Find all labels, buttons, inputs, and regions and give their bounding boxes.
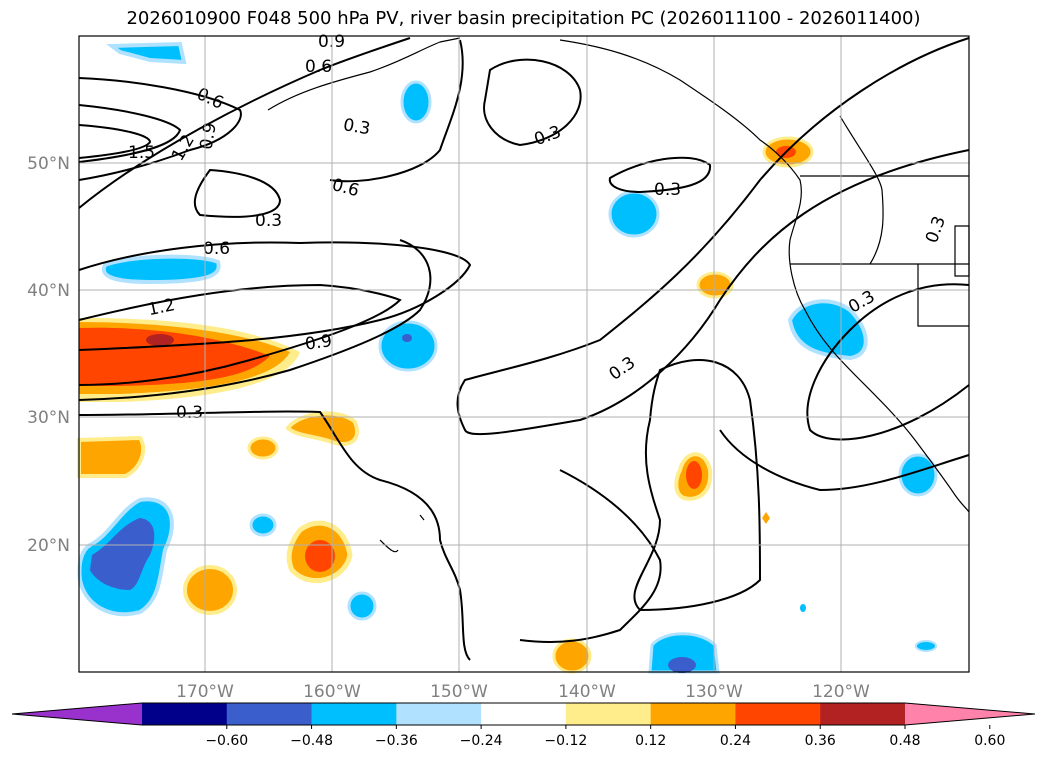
- precip-blob: [648, 632, 720, 674]
- colorbar-extend-min: [12, 703, 142, 725]
- precip-blob: [247, 436, 279, 460]
- colorbar-tick-label: −0.36: [375, 733, 418, 749]
- colorbar-swatch: [735, 703, 821, 725]
- precip-shading: [77, 41, 938, 674]
- colorbar-tick-label: 0.60: [974, 733, 1005, 749]
- contour-label: 0.3: [255, 211, 282, 231]
- contour-label: 0.6: [203, 239, 230, 259]
- colorbar-swatch: [142, 703, 228, 725]
- contour-label: 0.3: [922, 214, 950, 246]
- precip-blob: [696, 271, 734, 299]
- map-frame: [78, 35, 970, 673]
- colorbar-extend-max: [905, 703, 1035, 725]
- colorbar-tick-label: 0.36: [805, 733, 836, 749]
- lon-label: 160°W: [303, 682, 361, 702]
- precip-blob: [77, 435, 146, 478]
- contour-label: 0.9: [196, 121, 220, 151]
- colorbar-swatch: [311, 703, 397, 725]
- precip-blob: [378, 320, 438, 372]
- contour-label: 0.9: [304, 331, 334, 355]
- contour-label: 0.3: [176, 403, 203, 423]
- pv-contours: [78, 37, 970, 661]
- colorbar-outline: [11, 702, 1036, 726]
- lon-label: 170°W: [176, 682, 234, 702]
- contour-label: 0.6: [305, 57, 332, 77]
- precip-blob: [800, 604, 806, 612]
- precip-blob: [347, 591, 377, 621]
- precip-blob: [106, 41, 187, 65]
- precip-blob: [686, 461, 702, 489]
- latitude-labels: 20°N 30°N 40°N 50°N: [27, 154, 70, 556]
- colorbar-tick-label: 0.24: [720, 733, 751, 749]
- coastlines: [267, 37, 970, 553]
- colorbar-tick-label: −0.24: [460, 733, 503, 749]
- precip-blob: [787, 299, 868, 361]
- contour-label: 0.3: [342, 115, 372, 139]
- colorbar: −0.60 −0.48 −0.36 −0.24 −0.12 0.12 0.24 0.36 0.4…: [11, 702, 1036, 749]
- colorbar-swatch: [565, 703, 652, 725]
- precip-blob: [400, 80, 432, 124]
- colorbar-swatch: [650, 703, 736, 725]
- precip-blob: [552, 638, 592, 674]
- precip-blob: [146, 334, 174, 346]
- precip-blob: [183, 565, 237, 615]
- colorbar-tick-label: 0.12: [635, 733, 666, 749]
- precip-blob: [402, 334, 412, 342]
- precip-blob: [305, 540, 335, 572]
- precip-blob: [101, 254, 221, 285]
- lon-label: 150°W: [430, 682, 488, 702]
- precip-blob: [249, 513, 277, 537]
- precip-blob: [762, 512, 770, 524]
- lon-label: 130°W: [685, 682, 743, 702]
- lon-label: 120°W: [812, 682, 870, 702]
- contour-label: 0.3: [532, 122, 564, 150]
- contour-label: 0.6: [330, 175, 361, 201]
- colorbar-tick-label: 0.48: [889, 733, 920, 749]
- contour-label: 0.6: [194, 84, 227, 114]
- lat-label: 20°N: [27, 536, 70, 556]
- lat-label: 30°N: [27, 408, 70, 428]
- precip-blob: [915, 640, 937, 652]
- contour-label: 0.3: [606, 353, 640, 385]
- colorbar-swatch: [820, 703, 906, 725]
- precip-blob: [608, 190, 660, 238]
- precip-blob: [668, 657, 696, 673]
- contour-label: 1.2: [146, 295, 177, 320]
- lat-label: 50°N: [27, 154, 70, 174]
- map-title: 2026010900 F048 500 hPa PV, river basin …: [126, 8, 921, 29]
- colorbar-tick-label: −0.60: [205, 733, 248, 749]
- gridlines: [79, 36, 969, 672]
- precip-blob: [285, 411, 359, 446]
- colorbar-swatch: [481, 703, 567, 725]
- precip-blob: [898, 453, 938, 497]
- contour-label: 0.3: [654, 180, 681, 200]
- colorbar-tick-label: −0.12: [544, 733, 587, 749]
- colorbar-swatch: [226, 703, 313, 725]
- precip-blob: [90, 518, 155, 590]
- colorbar-swatch: [396, 703, 482, 725]
- lon-label: 140°W: [558, 682, 616, 702]
- contour-label: 1.5: [128, 143, 155, 163]
- longitude-labels: 170°W 160°W 150°W 140°W 130°W 120°W: [176, 682, 870, 702]
- colorbar-tick-label: −0.48: [290, 733, 333, 749]
- contour-label: 1.2: [168, 131, 199, 164]
- lat-label: 40°N: [27, 281, 70, 301]
